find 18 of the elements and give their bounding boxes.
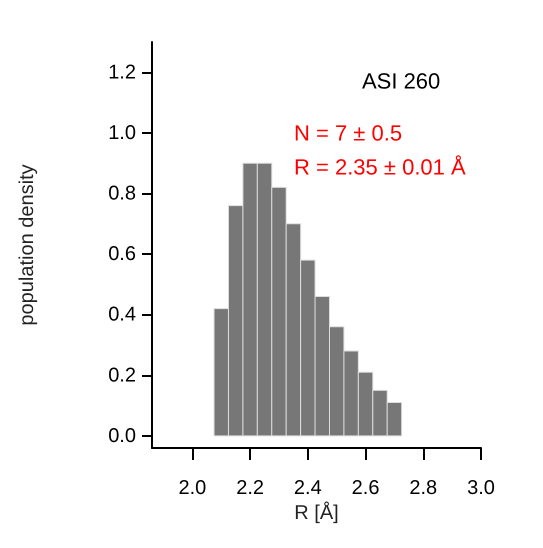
y-tick-label: 1.0 bbox=[108, 122, 136, 144]
x-tick-label: 2.6 bbox=[352, 477, 380, 499]
y-tick-label: 0.4 bbox=[108, 304, 136, 326]
y-tick-label: 0.2 bbox=[108, 364, 136, 386]
x-tick-label: 2.2 bbox=[236, 477, 264, 499]
x-tick-label: 3.0 bbox=[467, 477, 495, 499]
y-axis-title: population density bbox=[16, 164, 38, 326]
annotation: N = 7 ± 0.5 bbox=[294, 120, 402, 146]
x-tick-label: 2.4 bbox=[294, 477, 322, 499]
y-tick-label: 0.8 bbox=[108, 182, 136, 204]
y-tick-label: 1.2 bbox=[108, 61, 136, 84]
annotation: R = 2.35 ± 0.01 Å bbox=[294, 154, 466, 180]
x-tick-label: 2.8 bbox=[409, 477, 438, 499]
y-tick-label: 0.0 bbox=[108, 424, 136, 447]
x-tick-label: 2.0 bbox=[178, 477, 206, 499]
x-axis-title: R [Å] bbox=[294, 500, 339, 524]
annotation: ASI 260 bbox=[362, 68, 440, 94]
y-tick-label: 0.6 bbox=[108, 243, 136, 266]
